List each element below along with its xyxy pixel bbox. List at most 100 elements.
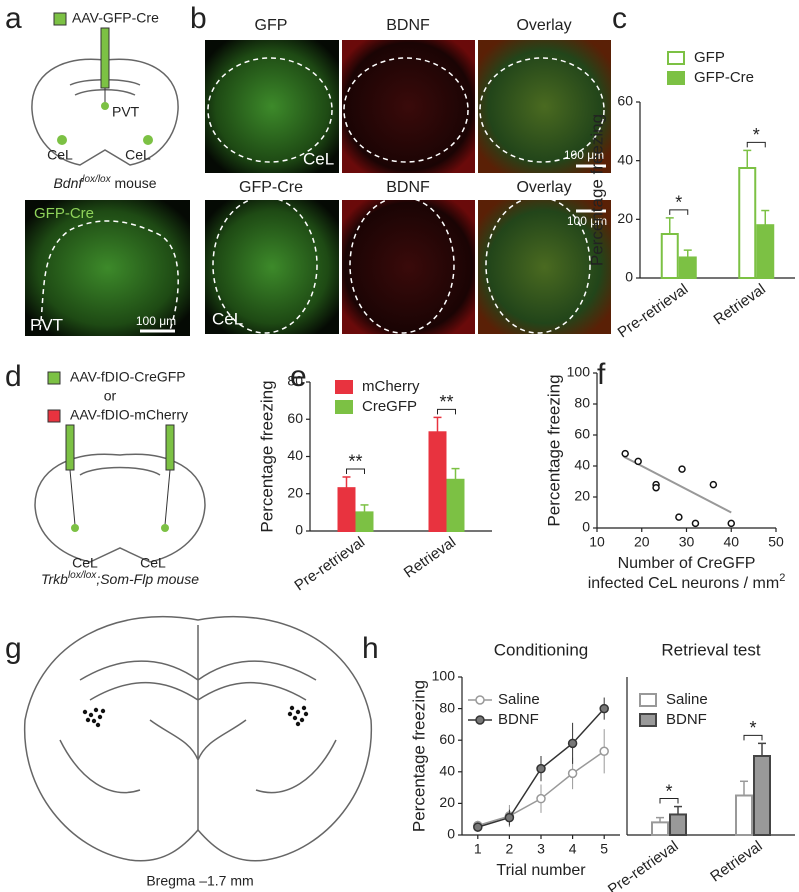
image-region: CeL [303,149,334,168]
marker [536,793,546,804]
bar [738,167,757,279]
region-outline [343,57,469,163]
brain-outline [31,58,179,166]
marker [599,703,609,714]
dot [295,721,301,727]
y-tick-label: 80 [287,373,303,389]
column-header: BDNF [386,179,430,196]
x-tick-label: 40 [723,534,739,550]
significance-bracket [669,209,689,215]
x-axis-label-sup: 2 [779,572,785,584]
micrograph [342,40,475,173]
dot [100,708,106,714]
image-region: PVT [30,315,63,334]
injection-site [101,102,109,110]
legend-swatch [53,12,67,26]
panel-label: f [597,358,606,391]
panel-label: b [190,2,207,35]
significance-label: * [665,781,672,801]
y-tick-label: 100 [567,364,591,380]
legend-label: GFP [694,49,725,66]
significance-bracket [746,141,766,148]
region-outline [479,57,605,163]
panel-g: Bregma –1.7 mm [23,615,373,889]
dot [301,705,307,711]
y-axis-label: Percentage freezing [544,374,563,526]
gene-sup: lox/lox [82,174,111,185]
y-tick-label: 60 [574,426,590,442]
dot [91,718,97,724]
x-tick-label: Retrieval [707,838,765,886]
dot [88,712,94,718]
bar [355,511,374,532]
legend-swatch [47,371,61,385]
bar [446,478,465,532]
point [652,483,660,492]
y-tick-label: 80 [574,395,590,411]
legend-swatch [47,409,61,423]
column-header: Overlay [516,179,571,196]
image-label: GFP-Cre [34,205,94,222]
dot [287,711,293,717]
virus-label: AAV-fDIO-mCherry [70,407,188,423]
bar [428,431,447,533]
x-axis-label: Number of CreGFP [618,555,756,572]
point [727,519,735,528]
cel-label: CeL [140,555,166,571]
marker [473,822,483,832]
panel-label: d [5,360,22,393]
chart-title: Retrieval test [661,640,760,659]
bar [735,794,753,836]
x-tick-label: 4 [569,841,577,857]
y-tick-label: 40 [287,447,303,463]
needle [164,469,171,526]
legend-label: GFP-Cre [694,69,754,86]
bar [660,233,679,279]
fit-line [623,455,732,514]
marker [567,768,578,779]
region-outline [39,220,179,331]
significance-label: ** [439,392,453,412]
panel-label: h [362,632,379,665]
dot [292,715,298,721]
marker [567,738,578,749]
region-outline [485,196,591,334]
x-tick-label: Pre-retrieval [615,281,692,342]
x-tick-label: 30 [679,534,695,550]
bar [756,224,775,279]
cel-label: CeL [47,147,73,163]
or-label: or [104,388,117,404]
legend-marker [475,715,485,725]
point [675,513,683,521]
y-tick-label: 0 [582,519,590,535]
legend-swatch [667,71,685,85]
y-tick-label: 60 [439,731,455,747]
significance-label: * [753,125,760,145]
y-tick-label: 20 [287,484,303,500]
y-tick-label: 40 [439,763,455,779]
legend-swatch [667,51,685,65]
region-outline [349,196,455,334]
marker [599,746,609,757]
legend-marker [475,695,485,705]
panel-label: e [290,360,307,393]
panel-labels: a b c d e f g h [5,2,627,665]
x-tick-label: Retrieval [401,534,459,582]
x-tick-label: 50 [768,534,784,550]
syringe [65,424,75,471]
dot [85,717,91,723]
brain-structure [79,466,161,476]
y-tick-label: 80 [439,699,455,715]
point [621,449,629,458]
bar [753,755,771,836]
dot [82,709,88,715]
syringe [100,27,110,89]
genotype-label: Trkblox/lox;Som-Flp mouse [41,570,199,587]
significance-bracket [743,734,763,741]
legend-label: Saline [498,691,540,708]
x-tick-label: 5 [600,841,608,857]
needle [69,469,76,526]
micrograph [25,200,190,336]
legend-label: BDNF [666,711,707,728]
y-tick-label: 0 [295,522,303,538]
